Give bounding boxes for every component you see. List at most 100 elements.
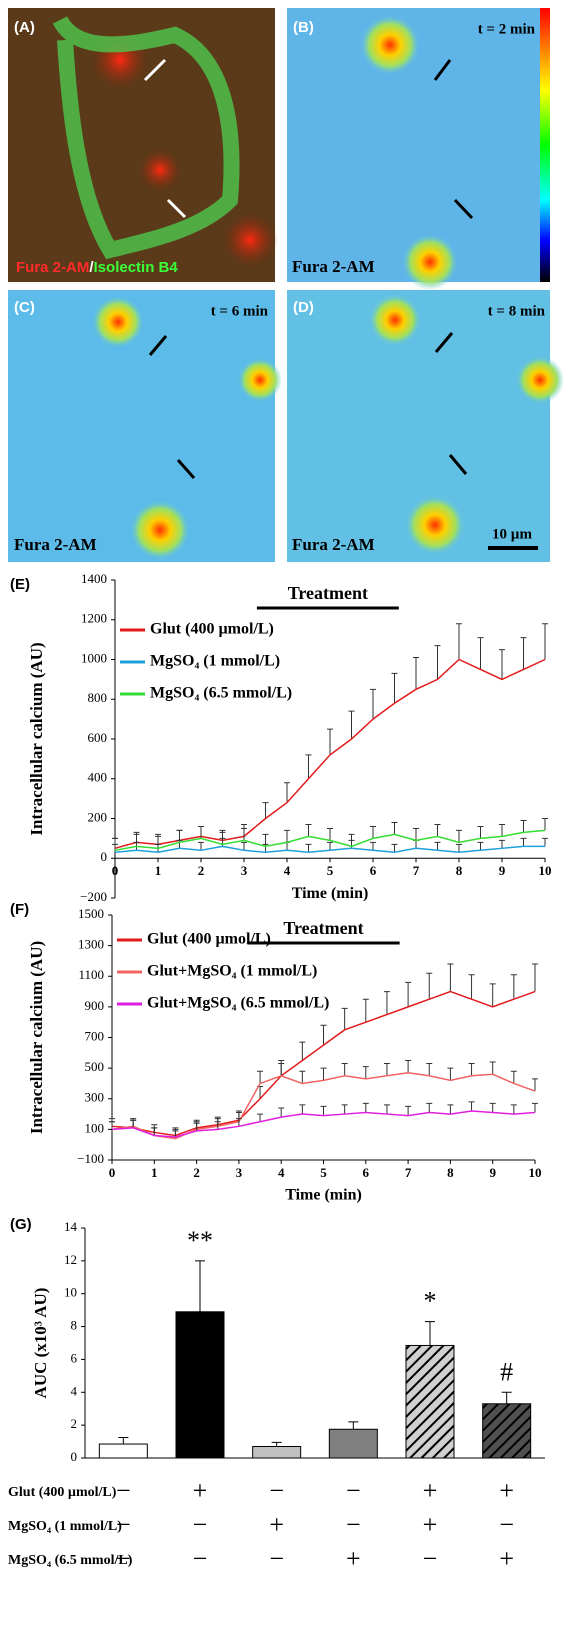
error-bar [391, 821, 398, 835]
condition-sign: + [423, 1510, 438, 1539]
x-tick-label: 3 [236, 1165, 243, 1180]
x-tick-label: 1 [151, 1165, 158, 1180]
x-tick-label: 4 [278, 1165, 285, 1180]
x-axis-title: Time (min) [292, 885, 369, 902]
condition-sign: + [499, 1476, 514, 1505]
panel-label: (B) [293, 19, 314, 36]
arrow [433, 59, 452, 81]
bar [328, 1428, 378, 1459]
series-line [114, 829, 546, 852]
y-tick-label: 700 [85, 1028, 105, 1043]
error-bar [413, 827, 419, 841]
panel-c: (C) t = 6 min Fura 2-AM [8, 290, 282, 562]
y-tick-label: 1200 [81, 611, 107, 626]
arrow [143, 58, 167, 82]
error-bar [112, 837, 118, 851]
error-bar [241, 841, 247, 851]
error-bar [542, 818, 548, 831]
legend-label: Glut (400 µmol/L) [150, 621, 274, 638]
error-bar [320, 1024, 327, 1046]
arrow [148, 335, 168, 356]
y-tick-label: 1100 [78, 967, 104, 982]
condition-sign: − [269, 1544, 284, 1573]
x-tick-label: 2 [193, 1165, 200, 1180]
x-tick-label: 9 [489, 1165, 496, 1180]
condition-sign: + [499, 1544, 514, 1573]
bar [175, 1311, 225, 1459]
x-tick-label: 7 [405, 1165, 412, 1180]
cell [369, 294, 421, 346]
error-bar [532, 1102, 538, 1113]
error-bar [413, 839, 419, 849]
scale-bar-label: 10 µm [492, 526, 532, 542]
cell [130, 500, 190, 560]
error-bar [391, 843, 398, 853]
bar [482, 1403, 532, 1459]
error-bar [383, 1104, 390, 1115]
annotation: Treatment [283, 918, 363, 938]
y-tick-label: 800 [88, 690, 108, 705]
error-bar [284, 829, 290, 843]
y-tick-label: 900 [85, 998, 105, 1013]
panel-label: (F) [10, 901, 29, 918]
y-tick-label: 1400 [81, 571, 107, 586]
error-bar [434, 823, 441, 837]
y-tick-label: 0 [101, 849, 108, 864]
y-tick-label: 1000 [81, 650, 107, 665]
error-bar [434, 841, 441, 851]
error-bar [501, 1391, 512, 1404]
stain-green: Isolectin B4 [94, 259, 179, 276]
y-tick-label: 200 [88, 809, 108, 824]
error-bar [257, 1070, 264, 1084]
error-bar [235, 1118, 242, 1127]
error-bar [499, 839, 505, 849]
condition-sign: − [116, 1544, 131, 1573]
cell [360, 15, 420, 75]
x-tick-label: 8 [447, 1165, 454, 1180]
cell [516, 356, 564, 404]
significance: # [500, 1357, 513, 1386]
error-bar [542, 837, 548, 847]
error-bar [405, 1105, 412, 1116]
series-line [111, 1110, 536, 1138]
error-bar [489, 1102, 496, 1113]
error-bar [362, 998, 369, 1023]
error-bar [348, 833, 355, 847]
error-bar [477, 637, 484, 670]
bar [405, 1344, 455, 1459]
error-bar [193, 1122, 200, 1131]
panel-b: (B) t = 2 min Fura 2-AM [287, 8, 550, 290]
error-bar [327, 728, 333, 755]
error-bar [284, 841, 290, 851]
error-bar [413, 657, 419, 690]
y-axis-title: Intracellular calcium (AU) [27, 642, 46, 835]
y-tick-label: 400 [88, 770, 108, 785]
stain-label: Fura 2-AM/Isolectin B4 [16, 259, 178, 276]
error-bar [327, 841, 333, 851]
error-bar [299, 1104, 306, 1115]
error-bar [383, 1063, 390, 1076]
error-bar [341, 1104, 348, 1115]
condition-sign: − [116, 1510, 131, 1539]
x-tick-label: 0 [109, 1165, 116, 1180]
y-tick-label: 12 [64, 1252, 77, 1267]
time-label: t = 8 min [488, 303, 546, 319]
error-bar [426, 1063, 433, 1076]
y-tick-label: −200 [80, 889, 107, 904]
series-line [114, 845, 545, 854]
error-bar [262, 802, 269, 819]
error-bar [151, 1127, 158, 1136]
legend-label: Glut+MgSO₄ (6.5 mmol/L) [147, 995, 329, 1012]
error-bar [118, 1436, 129, 1445]
error-bar [510, 1104, 517, 1115]
x-tick-label: 2 [198, 863, 205, 878]
error-bar [257, 1113, 264, 1122]
y-tick-label: 0 [71, 1449, 78, 1464]
panel-label: (C) [14, 299, 35, 316]
error-bar [447, 1104, 454, 1115]
error-bar [198, 841, 204, 851]
arrow [166, 198, 187, 219]
legend-label: Glut (400 µmol/L) [147, 931, 271, 948]
condition-sign: − [346, 1510, 361, 1539]
